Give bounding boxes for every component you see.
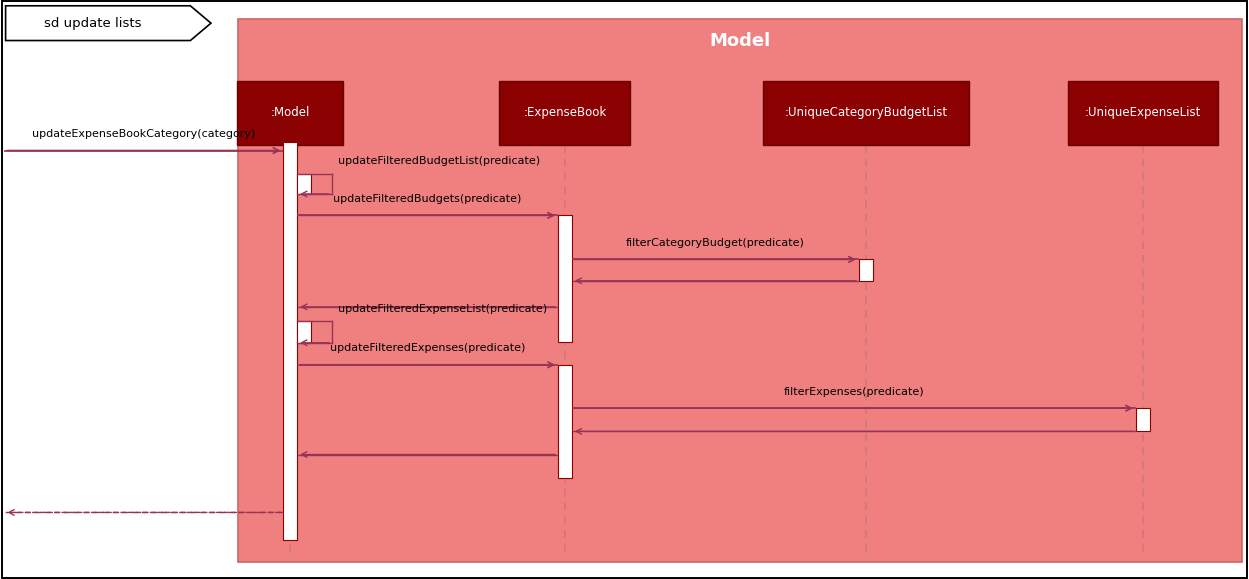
Bar [558,365,572,478]
Text: :Model: :Model [271,107,310,119]
Text: :ExpenseBook: :ExpenseBook [523,107,607,119]
Text: updateFilteredBudgetList(predicate): updateFilteredBudgetList(predicate) [338,156,541,166]
Text: filterCategoryBudget(predicate): filterCategoryBudget(predicate) [626,238,804,248]
Bar [500,81,631,145]
Bar [1137,408,1150,431]
Text: updateFilteredExpenses(predicate): updateFilteredExpenses(predicate) [330,343,526,353]
Bar [859,259,873,281]
Text: :UniqueExpenseList: :UniqueExpenseList [1084,107,1202,119]
Bar [237,19,1242,562]
Text: Model: Model [709,31,771,50]
Bar [284,142,297,540]
Bar [763,81,969,145]
Bar [297,174,311,194]
Bar [297,321,311,343]
Text: sd update lists: sd update lists [44,17,141,30]
Text: updateExpenseBookCategory(category): updateExpenseBookCategory(category) [32,129,256,139]
Bar [558,215,572,342]
Text: :UniqueCategoryBudgetList: :UniqueCategoryBudgetList [784,107,947,119]
Text: updateFilteredExpenseList(predicate): updateFilteredExpenseList(predicate) [338,304,547,314]
Bar [237,81,343,145]
Text: updateFilteredBudgets(predicate): updateFilteredBudgets(predicate) [333,194,522,204]
Polygon shape [5,6,211,41]
Text: filterExpenses(predicate): filterExpenses(predicate) [783,387,924,397]
Bar [1068,81,1218,145]
